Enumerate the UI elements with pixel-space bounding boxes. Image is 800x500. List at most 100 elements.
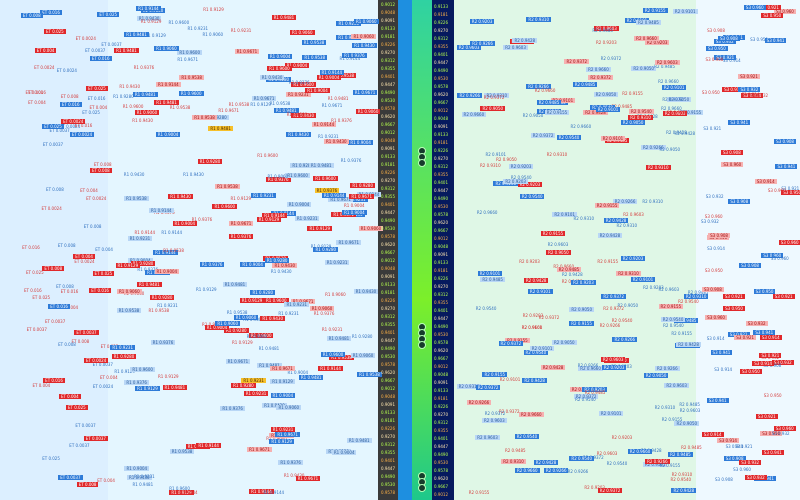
ladder-tick: 0.9620 bbox=[381, 114, 395, 119]
price-tag: R1 0.9280 bbox=[149, 295, 175, 301]
price-tag: S3 0.914 bbox=[741, 91, 760, 97]
price-tag: S3 0.960 bbox=[774, 9, 796, 15]
price-tag: ET 0.0037 bbox=[101, 42, 122, 48]
price-tag: R2 0.9372 bbox=[588, 75, 613, 81]
price-tag: R1 0.9129 bbox=[140, 19, 162, 25]
price-tag: S3 0.914 bbox=[714, 366, 733, 372]
price-tag: R1 0.9600 bbox=[248, 332, 274, 338]
price-tag: R2 0.9540 bbox=[519, 193, 545, 199]
price-tag: S3 0.941 bbox=[753, 330, 776, 336]
price-tag: R2 0.9540 bbox=[475, 306, 497, 312]
ladder-tick: 0.9355 bbox=[381, 66, 395, 71]
ladder-tick: 0.9048 bbox=[434, 116, 448, 121]
price-tag: S3 0.908 bbox=[723, 456, 746, 462]
ladder-tick: 0.9226 bbox=[381, 42, 395, 47]
price-tag: R1 0.9231 bbox=[241, 377, 266, 383]
price-tag: R1 0.9376 bbox=[150, 339, 176, 345]
price-tag: ET 0.025 bbox=[97, 12, 120, 18]
price-tag: R1 0.9376 bbox=[331, 117, 352, 123]
price-tag: S3 0.932 bbox=[739, 460, 762, 466]
price-tag: R1 0.9481 bbox=[258, 345, 280, 351]
price-tag: R1 0.9430 bbox=[286, 131, 311, 137]
ladder-tick: 0.9490 bbox=[434, 452, 448, 457]
ladder-tick: 0.9355 bbox=[434, 300, 448, 305]
price-tag: ET 0.004 bbox=[28, 99, 46, 105]
price-tag: R1 0.9538 bbox=[329, 355, 354, 361]
price-tag: R1 0.9004 bbox=[343, 202, 365, 208]
price-tag: ET 0.004 bbox=[32, 382, 51, 388]
ladder-tick: 0.9667 bbox=[434, 228, 448, 233]
price-tag: R1 0.9671 bbox=[328, 196, 353, 202]
price-tag: R2 0.9428 bbox=[533, 459, 559, 465]
price-tag: R2 0.9428 bbox=[583, 109, 608, 115]
price-tag: S3 0.950 bbox=[781, 189, 800, 195]
price-tag: R1 0.9060 bbox=[289, 30, 315, 36]
price-tag: R1 0.9671 bbox=[247, 446, 272, 452]
price-tag: R1 0.9671 bbox=[321, 102, 343, 108]
price-tag: S3 0.941 bbox=[710, 349, 733, 355]
price-tag: R1 0.9481 bbox=[114, 47, 139, 53]
price-tag: R2 0.9428 bbox=[597, 232, 623, 238]
ladder-tick: 0.9048 bbox=[381, 10, 395, 15]
ladder-tick: 0.9181 bbox=[381, 162, 395, 167]
price-tag: R1 0.9538 bbox=[228, 102, 250, 108]
price-tag: R1 0.9129 bbox=[169, 489, 194, 495]
price-tag: R1 0.9231 bbox=[243, 391, 269, 397]
price-tag: R2 0.9101 bbox=[595, 107, 621, 113]
price-tag: R1 0.9538 bbox=[215, 184, 240, 190]
price-tag: R2 0.9603 bbox=[662, 110, 688, 116]
price-tag: R1 0.9671 bbox=[336, 240, 362, 246]
price-tag: R1 0.9671 bbox=[349, 193, 374, 199]
ladder-tick: 0.9048 bbox=[381, 266, 395, 271]
price-tag: R2 0.9310 bbox=[628, 115, 653, 121]
price-tag: S3 0.950 bbox=[750, 36, 768, 42]
price-tag: R1 0.9004 bbox=[204, 325, 230, 331]
price-tag: R1 0.9144 bbox=[311, 122, 337, 128]
price-tag: R1 0.9376 bbox=[313, 311, 335, 317]
ladder-tick: 0.9578 bbox=[434, 468, 448, 473]
ladder-tick: 0.9401 bbox=[381, 458, 395, 463]
price-tag: R2 0.9101 bbox=[552, 212, 577, 218]
price-tag: R2 0.9050 bbox=[643, 372, 669, 378]
circle-marker bbox=[418, 159, 426, 167]
price-tag: S3 0.908 bbox=[701, 287, 724, 293]
price-tag: R1 0.9144 bbox=[153, 249, 178, 255]
price-tag: R2 0.9485 bbox=[480, 277, 505, 283]
price-tag: R1 0.9376 bbox=[314, 187, 340, 193]
price-tag: R1 0.9600 bbox=[291, 81, 316, 87]
price-tag: R1 0.9129 bbox=[115, 263, 141, 269]
price-tag: R2 0.9372 bbox=[538, 315, 560, 321]
price-tag: R2 0.9155 bbox=[540, 230, 566, 236]
price-tag: R2 0.9540 bbox=[556, 134, 582, 140]
price-tag: R2 0.9310 bbox=[654, 404, 676, 410]
ladder-tick: 0.9226 bbox=[381, 298, 395, 303]
price-tag: R1 0.9481 bbox=[154, 99, 179, 105]
ladder-tick: 0.9490 bbox=[381, 346, 395, 351]
price-tag: R2 0.9372 bbox=[530, 132, 556, 138]
price-tag: R1 0.9004 bbox=[267, 54, 293, 60]
price-tag: S3 0.950 bbox=[723, 306, 745, 312]
price-tag: R2 0.9050 bbox=[551, 339, 577, 345]
price-tag: ET 0.004 bbox=[97, 478, 115, 484]
ladder-tick: 0.9667 bbox=[381, 250, 395, 255]
price-tag: S3 0.941 bbox=[725, 444, 744, 450]
price-tag: R1 0.9280 bbox=[286, 111, 308, 117]
price-tag: R1 0.9004 bbox=[305, 87, 330, 93]
price-tag: S3 0.950 bbox=[761, 12, 784, 18]
price-tag: R1 0.9600 bbox=[264, 436, 289, 441]
price-tag: R1 0.9430 bbox=[272, 262, 298, 268]
price-tag: S3 0.932 bbox=[701, 219, 719, 225]
price-tag: R1 0.9600 bbox=[336, 35, 361, 41]
price-tag: R2 0.9050 bbox=[617, 303, 639, 309]
price-tag: R1 0.9671 bbox=[251, 96, 277, 101]
price-tag: R1 0.9430 bbox=[119, 84, 140, 90]
price-tag: R2 0.9485 bbox=[592, 27, 613, 33]
price-tag: R1 0.9538 bbox=[301, 40, 327, 46]
ladder-tick: 0.9620 bbox=[434, 220, 448, 225]
price-tag: R2 0.9660 bbox=[476, 209, 498, 215]
ladder-tick: 0.9355 bbox=[381, 450, 395, 455]
price-tag: R1 0.9231 bbox=[317, 133, 339, 139]
price-tag: R2 0.9428 bbox=[512, 37, 538, 43]
ladder-tick: 0.9620 bbox=[434, 348, 448, 353]
price-tag: R2 0.9428 bbox=[674, 131, 696, 137]
